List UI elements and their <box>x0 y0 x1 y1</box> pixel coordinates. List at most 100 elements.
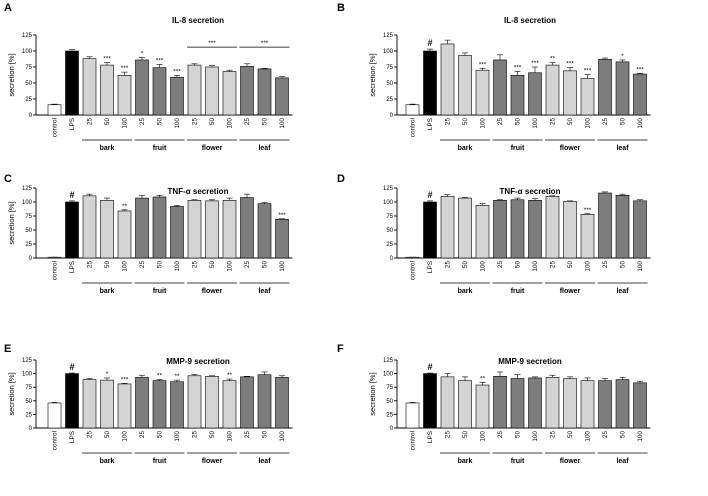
x-tick-label: 100 <box>174 431 181 442</box>
x-tick-label: control <box>410 261 417 280</box>
y-axis-label: secretion [%] <box>7 201 16 244</box>
x-tick-label: 25 <box>445 118 452 126</box>
bar <box>493 376 507 429</box>
bar <box>170 206 184 259</box>
y-tick-label: 25 <box>25 412 32 418</box>
y-tick-label: 50 <box>386 81 393 87</box>
bar <box>615 61 630 116</box>
bar <box>117 210 132 259</box>
x-tick-label: control <box>410 431 417 450</box>
group-label-fruit: fruit <box>153 145 167 152</box>
bar <box>187 200 202 259</box>
bar <box>222 380 237 429</box>
y-tick-label: 0 <box>390 426 394 432</box>
y-tick-label: 100 <box>383 200 394 206</box>
bar <box>257 203 272 259</box>
significance-marker: *** <box>121 376 129 383</box>
significance-marker: ** <box>480 375 486 382</box>
bar <box>493 200 507 259</box>
x-tick-label: 100 <box>585 118 592 129</box>
x-tick-label: 25 <box>244 431 251 439</box>
bar <box>65 50 79 116</box>
x-tick-label: 50 <box>462 431 469 439</box>
bar <box>82 195 97 259</box>
chart-panel-b: B IL-8 secretion secretion [%] 0 25 50 75 100 12… <box>337 2 651 152</box>
x-tick-label: 50 <box>262 118 269 126</box>
bar <box>257 68 272 116</box>
y-tick-label: 0 <box>390 113 394 119</box>
x-tick-label: 50 <box>104 261 111 269</box>
significance-marker: ** <box>227 372 233 379</box>
significance-marker: *** <box>121 65 129 72</box>
bar <box>510 75 525 116</box>
y-tick-label: 100 <box>22 49 33 55</box>
x-tick-label: 25 <box>550 431 557 439</box>
chart-title: TNF-α secretion <box>168 187 229 196</box>
bar <box>510 199 525 259</box>
x-tick-label: LPS <box>69 261 76 273</box>
y-tick-label: 75 <box>25 65 32 71</box>
x-tick-label: LPS <box>427 431 434 443</box>
bar <box>405 402 420 429</box>
group-significance-marker: *** <box>261 40 269 47</box>
panel-label: D <box>337 173 345 185</box>
group-label-leaf: leaf <box>616 145 629 152</box>
x-tick-label: 25 <box>192 261 199 269</box>
bar <box>493 59 507 116</box>
significance-marker: *** <box>584 68 592 75</box>
group-label-leaf: leaf <box>616 288 629 295</box>
bar <box>633 73 647 116</box>
bar <box>598 192 612 259</box>
significance-marker: *** <box>566 61 574 68</box>
group-label-flower: flower <box>202 288 223 295</box>
bar <box>152 380 167 429</box>
bar <box>100 200 114 259</box>
bar <box>240 376 254 429</box>
lps-significance-marker: # <box>69 362 74 372</box>
y-axis-label: secretion [%] <box>368 372 377 415</box>
x-tick-label: 50 <box>209 431 216 439</box>
y-tick-label: 0 <box>29 256 33 262</box>
significance-marker: *** <box>173 68 181 75</box>
x-tick-label: 50 <box>104 118 111 126</box>
y-tick-label: 50 <box>25 228 32 234</box>
group-label-fruit: fruit <box>511 458 525 465</box>
bar <box>205 376 219 429</box>
x-tick-label: 50 <box>567 431 574 439</box>
bar <box>458 380 472 429</box>
bar <box>152 196 167 259</box>
x-tick-label: 100 <box>480 118 487 129</box>
group-label-bark: bark <box>100 458 115 465</box>
significance-marker: *** <box>156 57 164 64</box>
lps-significance-marker: # <box>427 38 432 48</box>
y-tick-label: 125 <box>383 186 394 192</box>
bar <box>423 373 437 429</box>
group-label-bark: bark <box>458 458 473 465</box>
bar <box>47 402 62 429</box>
significance-marker: *** <box>479 61 487 68</box>
x-tick-label: 100 <box>122 261 129 272</box>
x-tick-label: 50 <box>157 118 164 126</box>
group-label-flower: flower <box>202 458 223 465</box>
x-tick-label: 50 <box>262 431 269 439</box>
bar <box>275 219 289 259</box>
y-axis-label: secretion [%] <box>368 53 377 96</box>
group-label-fruit: fruit <box>511 288 525 295</box>
x-tick-label: 25 <box>139 118 146 126</box>
x-tick-label: 100 <box>122 431 129 442</box>
group-label-leaf: leaf <box>258 458 271 465</box>
significance-marker: ** <box>157 373 163 380</box>
chart-panel-e: E MMP-9 secretion secretion [%] 0 25 50 75 100 1… <box>4 343 293 465</box>
significance-marker: *** <box>514 64 522 71</box>
chart-title: MMP-9 secretion <box>498 357 562 366</box>
bar <box>117 383 132 429</box>
x-tick-label: 25 <box>602 261 609 269</box>
panel-label: F <box>337 343 344 355</box>
chart-panel-a: A IL-8 secretion secretion [%] 0 25 50 75 100 12… <box>4 2 293 152</box>
y-tick-label: 0 <box>390 256 394 262</box>
bar <box>423 201 437 259</box>
bar <box>458 197 472 259</box>
chart-panel-d: D TNF-α secretion 0 25 50 75 100 125 control LPS 2… <box>337 173 651 295</box>
chart-title: IL-8 secretion <box>504 16 556 25</box>
group-label-fruit: fruit <box>153 458 167 465</box>
